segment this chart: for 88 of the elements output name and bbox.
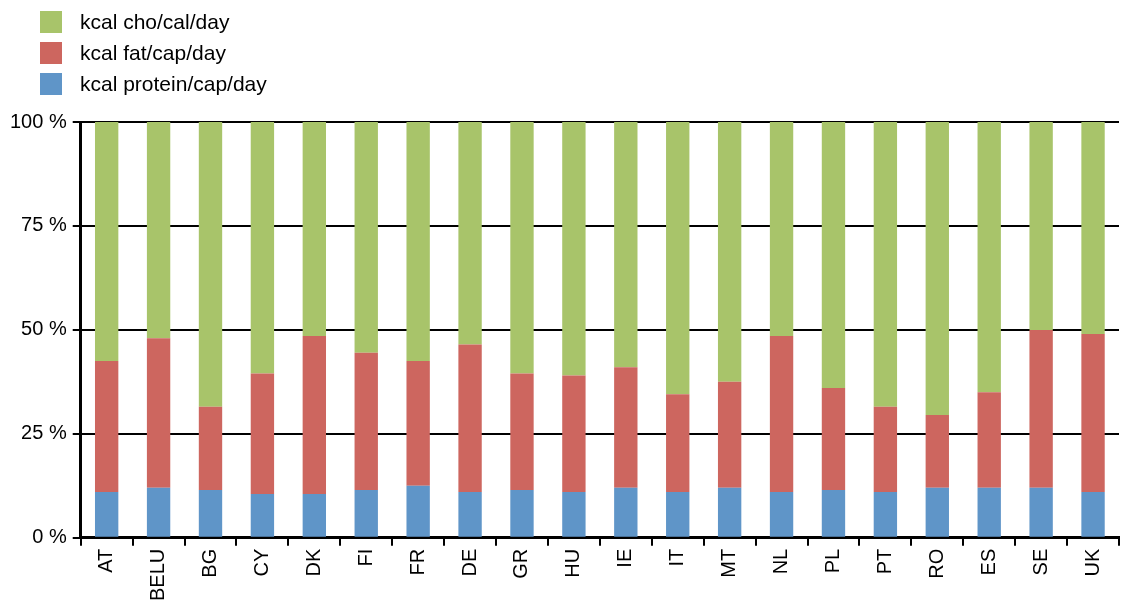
bar — [250, 373, 275, 495]
bar — [614, 122, 638, 368]
bar — [406, 122, 430, 362]
bar — [562, 492, 586, 537]
bar — [821, 388, 846, 490]
bar — [250, 494, 275, 537]
x-tick-label: UK — [1080, 548, 1103, 577]
bar — [977, 487, 1001, 537]
bar — [1081, 492, 1105, 537]
x-tick-label: PL — [820, 548, 843, 574]
bar — [821, 122, 846, 389]
bar — [1029, 122, 1053, 330]
x-tick-label: MT — [717, 548, 740, 578]
bar — [146, 122, 171, 339]
bar — [1081, 122, 1105, 335]
bar — [354, 489, 378, 537]
bar — [614, 487, 638, 537]
bar — [925, 487, 949, 537]
y-tick-label: 75 % — [21, 213, 67, 236]
y-tick-label: 50 % — [21, 317, 67, 340]
bar — [198, 406, 223, 490]
legend-label: kcal protein/cap/day — [80, 71, 267, 96]
bar — [562, 375, 586, 493]
x-tick-label: RO — [924, 548, 947, 579]
bar — [354, 352, 378, 490]
bar — [198, 122, 223, 407]
bar — [666, 394, 690, 493]
bar — [977, 392, 1001, 488]
bar — [769, 336, 794, 493]
bar — [821, 489, 846, 537]
bar — [354, 122, 378, 353]
x-tick-label: PT — [872, 548, 895, 575]
bar — [1029, 487, 1053, 537]
legend-label: kcal cho/cal/day — [80, 9, 230, 34]
bar — [94, 122, 119, 362]
x-tick-label: AT — [94, 548, 117, 573]
bar — [94, 361, 119, 493]
bar — [717, 122, 742, 382]
bar — [302, 122, 327, 337]
x-tick-label: FI — [353, 548, 376, 567]
bar — [769, 492, 794, 537]
bar — [562, 122, 586, 376]
y-tick-label: 0 % — [32, 525, 67, 548]
bar — [717, 381, 742, 488]
bar — [925, 122, 949, 416]
bar — [769, 122, 794, 337]
x-tick-label: DK — [301, 548, 324, 577]
bar — [198, 489, 223, 537]
bar — [1029, 329, 1053, 488]
bar — [510, 122, 534, 374]
bar — [146, 338, 171, 488]
bar — [458, 344, 482, 493]
x-tick-label: DE — [457, 548, 480, 577]
bar — [94, 492, 119, 537]
bar — [406, 485, 430, 537]
x-tick-label: HU — [561, 548, 584, 578]
bar — [925, 415, 949, 488]
x-tick-label: BELU — [146, 548, 169, 601]
bar — [250, 122, 275, 374]
bar — [614, 367, 638, 488]
x-tick-label: FR — [405, 548, 428, 576]
bar — [510, 489, 534, 537]
bar — [977, 122, 1001, 393]
bar — [458, 122, 482, 345]
x-tick-label: SE — [1028, 548, 1051, 576]
bar — [302, 494, 327, 537]
bar — [510, 373, 534, 490]
x-tick-label: IT — [665, 548, 688, 567]
legend-label: kcal fat/cap/day — [80, 40, 226, 65]
y-tick-label: 25 % — [21, 421, 67, 444]
bar — [458, 492, 482, 537]
x-tick-label: ES — [976, 548, 999, 576]
y-tick-label: 100 % — [9, 109, 67, 132]
x-tick-label: GR — [509, 548, 532, 579]
x-tick-label: NL — [769, 548, 792, 575]
bar — [666, 122, 690, 395]
bar — [873, 122, 898, 407]
x-tick-label: BG — [198, 548, 221, 578]
bar — [717, 487, 742, 537]
bar — [406, 361, 430, 486]
bar — [873, 492, 898, 537]
bar — [302, 336, 327, 495]
x-tick-label: CY — [249, 548, 272, 577]
bar — [146, 487, 171, 537]
bar — [666, 492, 690, 537]
bar — [873, 406, 898, 493]
x-tick-label: IE — [613, 548, 636, 568]
bar — [1081, 334, 1105, 493]
